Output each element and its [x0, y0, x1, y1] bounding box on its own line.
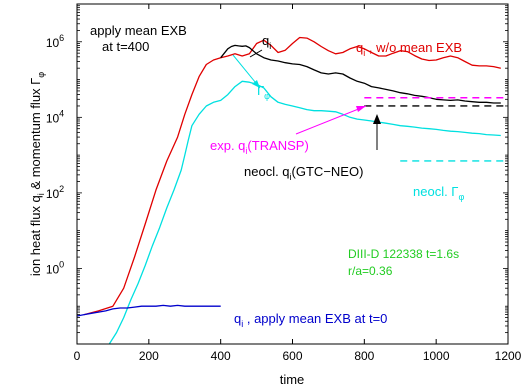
annotation-gamma-arrow: Γφ: [232, 54, 270, 101]
annotation-shot: DIII-D 122338 t=1.6s r/a=0.36: [348, 247, 459, 278]
blue-series-label: qi , apply mean EXB at t=0: [234, 311, 387, 329]
annotation-qi-black: qi: [249, 33, 271, 58]
at-t400-text: at t=400: [102, 39, 149, 54]
neo-q-label: neocl. qi(GTC−NEO): [244, 164, 363, 182]
x-tick-label: 1000: [423, 349, 450, 363]
annotation-red-series: qi , w/o mean EXB: [356, 40, 462, 58]
tick-labels: 0 200 400 600 800 1000 1200 100 102 104 106: [46, 33, 522, 363]
y-tick-label: 102: [46, 184, 64, 201]
y-tick-label: 104: [46, 108, 64, 125]
annotation-neo-gamma: neocl. Γφ: [413, 184, 464, 202]
annotation-blue-series: qi , apply mean EXB at t=0: [234, 311, 387, 329]
y-title-part2: & momentum flux Γ: [28, 78, 43, 194]
apply-mean-exb-text: apply mean EXB: [90, 23, 187, 38]
y-title-part1: ion heat flux q: [28, 195, 43, 276]
series-line-2: [108, 80, 501, 344]
neo-q-arrow-head: [373, 114, 381, 124]
qi-black-text: qi: [262, 33, 271, 51]
reference-lines: [364, 97, 508, 162]
red-series-label: qi , w/o mean EXB: [356, 40, 462, 58]
y-title-sub1: i: [36, 193, 46, 195]
annotation-neo-q: neocl. qi(GTC−NEO): [244, 114, 381, 182]
exp-arrow-head: [356, 106, 366, 112]
axis-ticks: [76, 4, 509, 345]
annotation-apply-mean-exb: apply mean EXB at t=400: [90, 23, 187, 54]
series-line-3: [77, 304, 221, 317]
qi-black-pointer: [249, 49, 263, 58]
neo-gamma-label: neocl. Γφ: [413, 184, 464, 202]
x-tick-label: 0: [74, 349, 81, 363]
annotation-exp-transp: exp. qi(TRANSP): [210, 105, 367, 156]
exp-arrow-line: [295, 105, 367, 135]
x-tick-label: 800: [354, 349, 374, 363]
y-tick-label: 100: [46, 259, 64, 276]
series-line-1: [220, 44, 501, 104]
series-line-0: [84, 36, 501, 316]
y-tick-label: 106: [46, 33, 64, 50]
shot-line2: r/a=0.36: [348, 264, 393, 278]
x-tick-label: 600: [282, 349, 302, 363]
y-axis-title: ion heat flux qi & momentum flux Γφ: [28, 72, 46, 276]
x-tick-label: 400: [211, 349, 231, 363]
y-title-sub2: φ: [36, 72, 46, 78]
x-tick-label: 200: [139, 349, 159, 363]
x-tick-label: 1200: [495, 349, 522, 363]
gamma-label-text: Γφ: [257, 83, 270, 101]
shot-line1: DIII-D 122338 t=1.6s: [348, 247, 459, 261]
gamma-arrow-head: [252, 80, 260, 88]
exp-transp-label: exp. qi(TRANSP): [210, 138, 309, 156]
series-layer: [77, 36, 501, 344]
x-axis-title: time: [280, 372, 305, 387]
